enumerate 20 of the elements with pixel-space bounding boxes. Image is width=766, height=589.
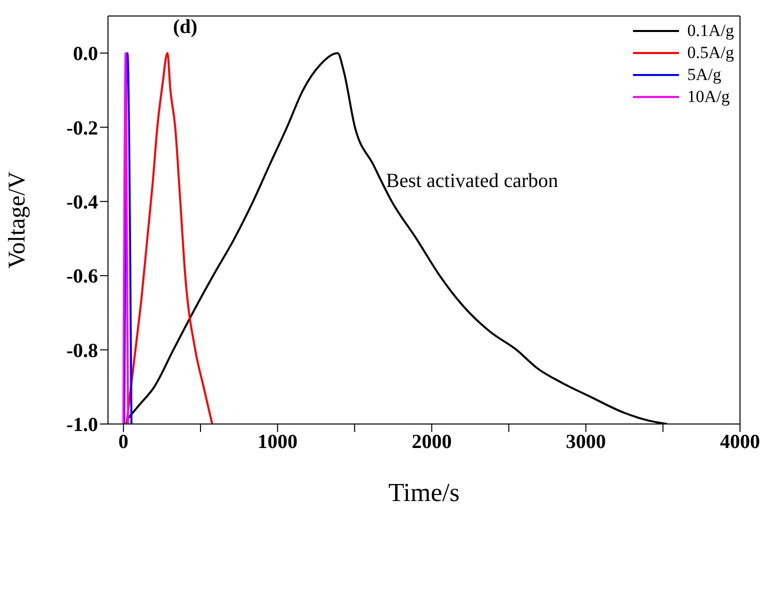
- x-tick-label: 1000: [258, 431, 298, 454]
- x-axis-title: Time/s: [388, 478, 460, 507]
- x-tick-label: 2000: [412, 431, 452, 454]
- y-tick-label: -0.8: [66, 340, 98, 362]
- y-tick-label: 0.0: [73, 43, 98, 66]
- annotation: (d): [173, 16, 198, 39]
- x-tick-label: 0: [118, 431, 128, 454]
- line-series: [126, 52, 214, 424]
- y-tick-label: -0.2: [66, 117, 98, 140]
- annotation: Best activated carbon: [386, 170, 558, 193]
- y-axis-title: Voltage/V: [4, 170, 31, 268]
- x-tick-label: 4000: [720, 431, 760, 454]
- y-tick-label: -1.0: [66, 414, 98, 436]
- legend-label: 5A/g: [687, 65, 722, 85]
- y-tick-label: -0.6: [66, 266, 98, 288]
- y-tick-label: -0.4: [66, 192, 98, 214]
- x-tick-label: 3000: [566, 431, 606, 454]
- legend-label: 10A/g: [687, 87, 730, 107]
- legend-label: 0.1A/g: [687, 21, 734, 41]
- legend-label: 0.5A/g: [687, 43, 734, 63]
